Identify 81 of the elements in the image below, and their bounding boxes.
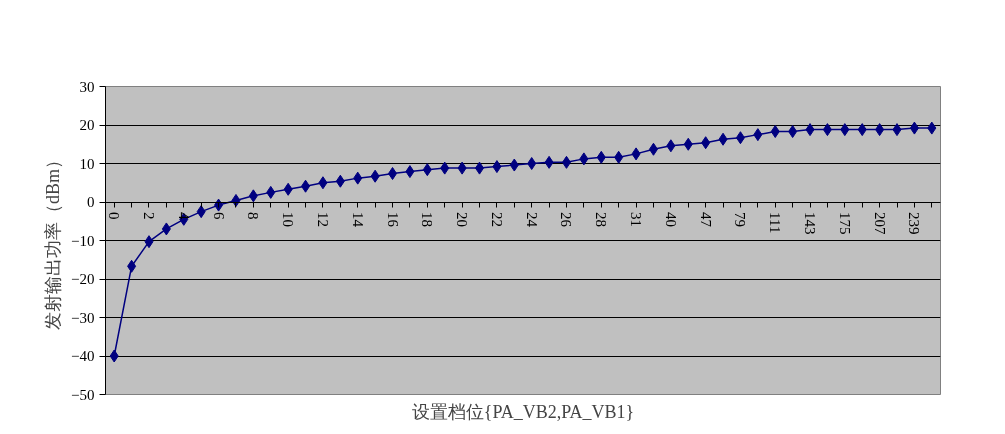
- x-tick-label: 31: [628, 212, 645, 227]
- point: [805, 123, 815, 137]
- x-tick-label: 28: [593, 212, 610, 227]
- point: [909, 121, 919, 135]
- point: [422, 163, 432, 177]
- point: [561, 155, 571, 169]
- y-tick-label: −20: [71, 271, 95, 287]
- point: [631, 147, 641, 161]
- x-tick-label: 0: [106, 212, 123, 220]
- point: [718, 132, 728, 146]
- y-tick-label: 0: [87, 194, 95, 210]
- x-tick-label: 20: [454, 212, 471, 227]
- x-tick-label: 2: [140, 212, 157, 220]
- point: [440, 161, 450, 175]
- point: [735, 131, 745, 145]
- point: [544, 155, 554, 169]
- point: [475, 161, 485, 175]
- x-tick-label: 111: [767, 212, 784, 234]
- x-axis-title: 设置档位{PA_VB2,PA_VB1}: [411, 401, 635, 422]
- x-tick-label: 16: [384, 212, 401, 228]
- point: [753, 128, 763, 142]
- point: [840, 123, 850, 137]
- x-tick-label: 79: [732, 212, 749, 227]
- point: [614, 150, 624, 164]
- point: [318, 176, 328, 190]
- point: [335, 174, 345, 188]
- point: [266, 185, 276, 199]
- point: [353, 171, 363, 185]
- point: [596, 150, 606, 164]
- y-tick-label: 20: [79, 117, 95, 133]
- x-tick-label: 207: [871, 212, 888, 235]
- point: [492, 160, 502, 174]
- point: [788, 125, 798, 139]
- x-tick-label: 18: [419, 212, 436, 227]
- y-axis-title: 发射输出功率（dBm）: [43, 150, 64, 330]
- x-tick-label: 143: [802, 212, 819, 235]
- y-tick-label: −50: [71, 386, 95, 403]
- point: [144, 235, 154, 249]
- point: [283, 182, 293, 196]
- point: [196, 205, 206, 219]
- point: [666, 139, 676, 153]
- x-tick-label: 24: [523, 212, 540, 228]
- point: [857, 123, 867, 137]
- point: [770, 125, 780, 139]
- point: [161, 222, 171, 236]
- point: [457, 161, 467, 175]
- x-tick-label: 175: [836, 212, 853, 235]
- point: [579, 152, 589, 166]
- point: [109, 349, 119, 363]
- x-tick-label: 40: [662, 212, 679, 227]
- point: [231, 193, 241, 207]
- y-tick-label: 30: [79, 78, 95, 95]
- point: [301, 179, 311, 193]
- y-tick-label: 10: [79, 155, 95, 172]
- point: [892, 123, 902, 137]
- x-tick-label: 8: [245, 212, 262, 220]
- point: [248, 189, 258, 203]
- point: [683, 137, 693, 151]
- point: [875, 123, 885, 137]
- x-tick-label: 239: [906, 212, 923, 235]
- point: [127, 259, 137, 273]
- point: [701, 136, 711, 150]
- point: [927, 121, 937, 135]
- x-tick-label: 47: [697, 212, 714, 228]
- x-tick-label: 26: [558, 212, 575, 228]
- point: [822, 123, 832, 137]
- x-tick-label: 12: [314, 212, 331, 227]
- point: [370, 169, 380, 183]
- x-tick-label: 6: [210, 212, 227, 220]
- point: [388, 167, 398, 181]
- x-tick-label: 4: [175, 212, 192, 220]
- y-tick-label: −10: [71, 232, 95, 249]
- point: [527, 157, 537, 170]
- x-tick-label: 14: [349, 212, 366, 228]
- x-tick-label: 10: [280, 212, 297, 227]
- point: [405, 165, 415, 179]
- x-tick-label: 22: [488, 212, 505, 227]
- y-tick-label: −30: [71, 309, 95, 326]
- point: [648, 142, 658, 156]
- y-tick-label: −40: [71, 348, 95, 364]
- point: [509, 158, 519, 172]
